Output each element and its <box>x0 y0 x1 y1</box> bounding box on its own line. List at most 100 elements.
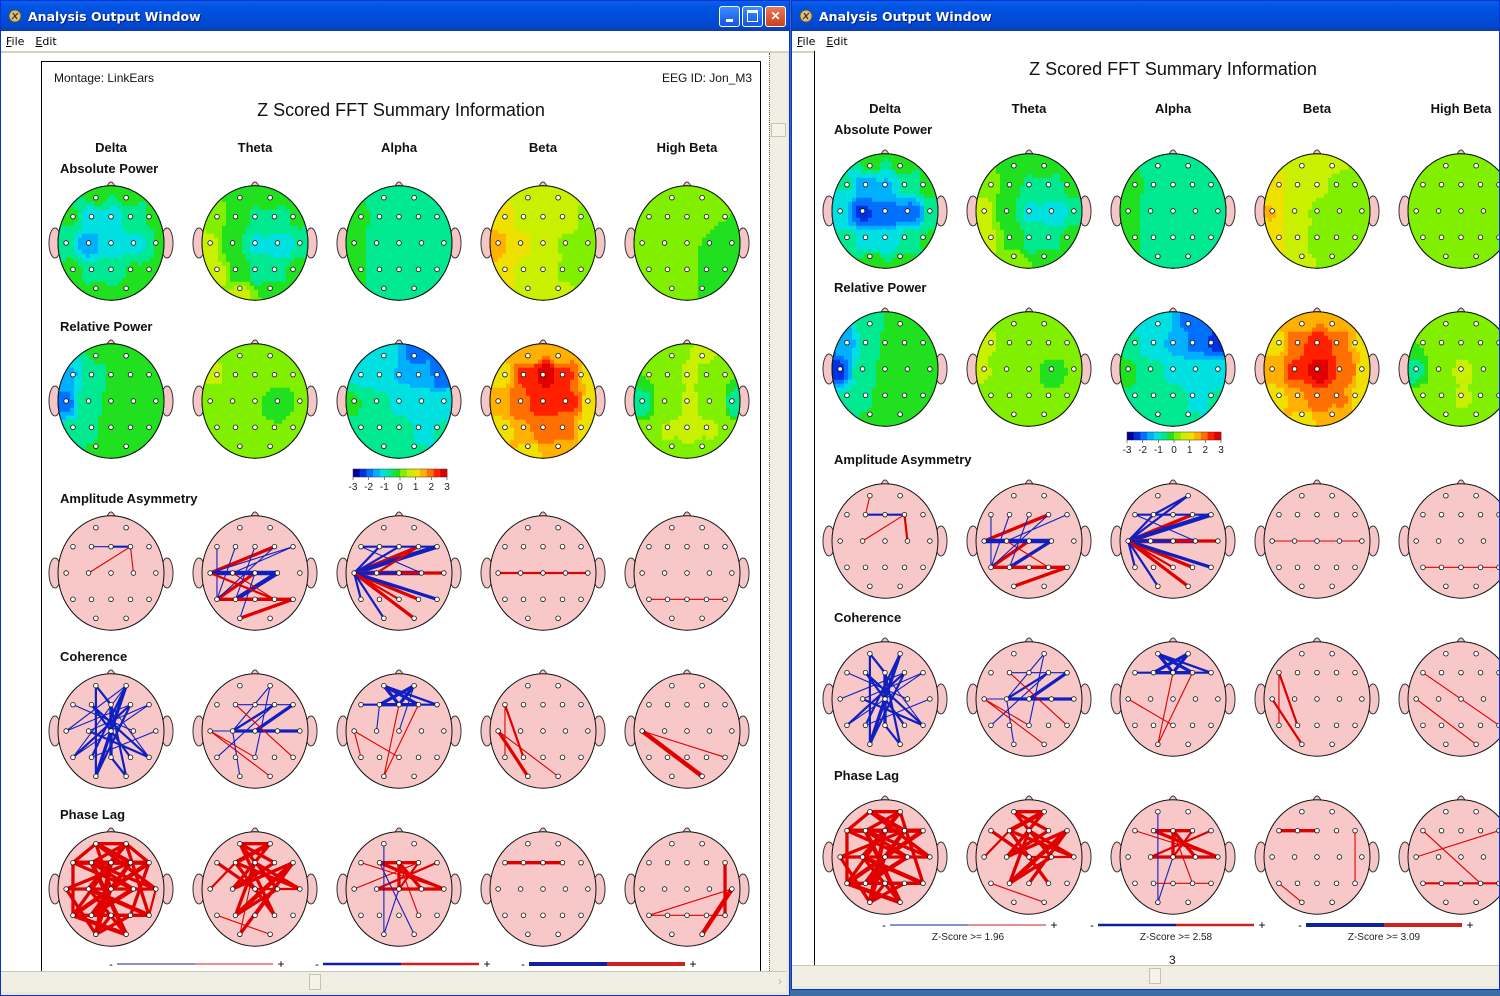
electrode-f7 <box>214 371 220 378</box>
electrode-fz <box>684 701 690 708</box>
electrode-c3 <box>373 398 380 404</box>
electrode-f4 <box>415 543 422 550</box>
menu-edit[interactable]: Edit <box>35 34 57 48</box>
electrode-t4 <box>1215 208 1221 214</box>
electrode-fp1 <box>525 353 531 359</box>
electrode-o1 <box>1155 899 1161 905</box>
electrode-f8 <box>722 701 728 708</box>
menu-edit[interactable]: Edit <box>826 34 848 48</box>
left-vscroll-thumb[interactable] <box>771 123 786 137</box>
electrode-fp2 <box>267 195 273 201</box>
electrode-t6 <box>722 596 728 603</box>
electrode-f7 <box>1420 511 1426 518</box>
maximize-button[interactable] <box>742 5 763 27</box>
scale-swatch <box>1187 432 1195 440</box>
electrode-f7 <box>844 181 850 188</box>
electrode-t5 <box>214 424 220 431</box>
page-number: 3 <box>1169 953 1176 967</box>
electrode-o1 <box>1155 583 1161 589</box>
connectivity-map <box>966 479 1092 599</box>
connection-line <box>1156 652 1195 675</box>
scale-tick-label: 2 <box>1203 445 1209 456</box>
electrode-cz <box>684 886 690 892</box>
electrode-o1 <box>1299 253 1305 259</box>
connection-line <box>71 703 132 759</box>
band-header-beta: Beta <box>1303 101 1332 116</box>
electrode-fp2 <box>267 841 273 847</box>
electrode-f8 <box>1352 181 1358 188</box>
electrode-o1 <box>1299 741 1305 747</box>
electrode-p4 <box>559 424 566 431</box>
electrode-t6 <box>1064 234 1070 241</box>
electrode-p4 <box>271 754 278 761</box>
connection-line <box>1149 829 1213 859</box>
electrode-c4 <box>1480 538 1487 544</box>
electrode-f4 <box>559 213 566 220</box>
connection-line <box>239 572 256 619</box>
electrode-fp2 <box>1185 493 1191 499</box>
electrode-fp1 <box>525 195 531 201</box>
electrode-cz <box>1026 366 1032 372</box>
right-hscroll-thumb[interactable] <box>1149 968 1161 984</box>
connection-line <box>1172 830 1194 884</box>
connection-line <box>375 861 439 891</box>
electrode-f8 <box>146 213 152 220</box>
electrode-t6 <box>578 266 584 273</box>
right-summary-figure: Delta Theta Alpha Beta High Beta Absolute Pow… <box>822 101 1499 943</box>
electrode-cz <box>1458 854 1464 860</box>
connection-line <box>382 684 420 706</box>
right-horizontal-scrollbar[interactable] <box>792 965 1499 986</box>
connection-line <box>868 881 907 904</box>
electrode-fp2 <box>897 321 903 327</box>
electrode-t6 <box>578 754 584 761</box>
left-horizontal-scrollbar[interactable]: › <box>1 971 786 992</box>
electrode-o1 <box>93 443 99 449</box>
electrode-f7 <box>1132 339 1138 346</box>
electrode-t3 <box>495 728 501 734</box>
electrode-p4 <box>901 392 908 399</box>
electrode-p3 <box>862 392 869 399</box>
scroll-right-arrow-icon[interactable]: › <box>778 974 782 988</box>
electrode-c3 <box>1291 208 1298 214</box>
electrode-p3 <box>1006 234 1013 241</box>
electrode-p3 <box>232 754 239 761</box>
close-button[interactable]: ✕ <box>765 5 786 27</box>
scale-tick-label: 1 <box>1187 445 1193 456</box>
electrode-fp2 <box>411 683 417 689</box>
topomap <box>192 339 318 459</box>
window-title: Analysis Output Window <box>28 8 201 24</box>
electrode-pz <box>396 596 402 603</box>
electrode-cz <box>540 886 546 892</box>
electrode-t5 <box>1276 392 1282 399</box>
scale-swatch <box>1180 432 1188 440</box>
menu-file[interactable]: File <box>6 34 25 48</box>
electrode-c4 <box>274 570 281 576</box>
electrode-t5 <box>646 754 652 761</box>
electrode-t5 <box>502 754 508 761</box>
electrode-f4 <box>415 213 422 220</box>
connection-line <box>863 829 910 859</box>
electrode-pz <box>1314 234 1320 241</box>
left-hscroll-thumb[interactable] <box>309 974 321 990</box>
electrode-t5 <box>358 912 364 919</box>
electrode-fp2 <box>897 809 903 815</box>
left-title-bar[interactable]: Analysis Output Window ✕ <box>1 1 789 31</box>
electrode-fp1 <box>1299 493 1305 499</box>
connection-line <box>862 672 924 700</box>
connectivity-map <box>1398 479 1499 599</box>
electrode-o2 <box>555 443 561 449</box>
connection-line <box>861 697 925 727</box>
electrode-o2 <box>1329 741 1335 747</box>
menu-file[interactable]: File <box>797 34 816 48</box>
electrode-o1 <box>867 741 873 747</box>
connection-line <box>90 703 151 759</box>
connection-line <box>209 861 237 891</box>
minimize-button[interactable] <box>719 5 740 27</box>
left-vertical-scrollbar[interactable] <box>769 53 787 971</box>
scale-swatch <box>359 469 367 477</box>
electrode-f7 <box>70 543 76 550</box>
electrode-t3 <box>639 570 645 576</box>
connectivity-map <box>48 669 174 789</box>
right-title-bar[interactable]: Analysis Output Window <box>792 1 1499 31</box>
connection-line <box>648 888 733 916</box>
